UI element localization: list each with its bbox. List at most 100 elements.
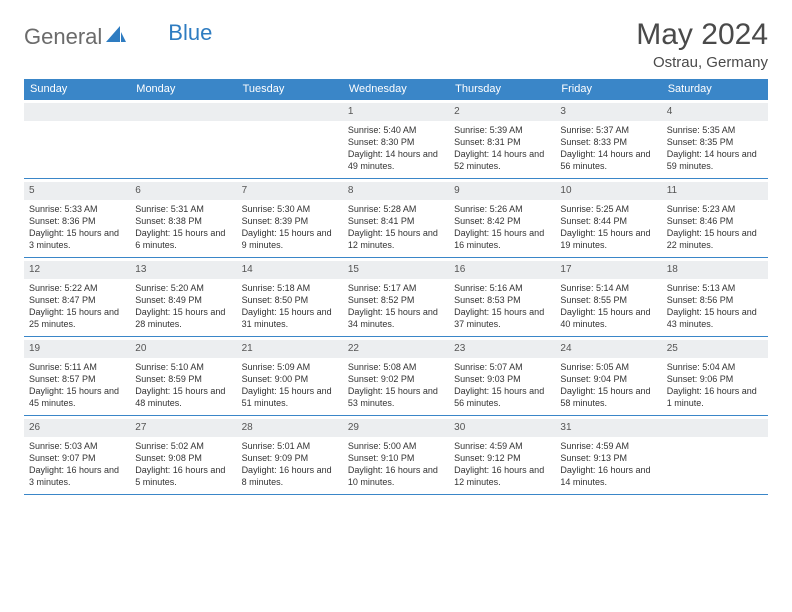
sunrise-line: Sunrise: 4:59 AM xyxy=(560,440,656,452)
sunset-line: Sunset: 8:49 PM xyxy=(135,294,231,306)
sunrise-line: Sunrise: 5:30 AM xyxy=(242,203,338,215)
day-number: 19 xyxy=(24,340,130,358)
day-number: 29 xyxy=(343,419,449,437)
daylight-line: Daylight: 16 hours and 3 minutes. xyxy=(29,464,125,488)
sunset-line: Sunset: 8:41 PM xyxy=(348,215,444,227)
sunrise-line: Sunrise: 5:03 AM xyxy=(29,440,125,452)
daylight-line: Daylight: 16 hours and 8 minutes. xyxy=(242,464,338,488)
day-details: Sunrise: 5:02 AMSunset: 9:08 PMDaylight:… xyxy=(135,440,231,489)
sunset-line: Sunset: 9:04 PM xyxy=(560,373,656,385)
day-details: Sunrise: 5:39 AMSunset: 8:31 PMDaylight:… xyxy=(454,124,550,173)
sunset-line: Sunset: 8:38 PM xyxy=(135,215,231,227)
sunrise-line: Sunrise: 5:11 AM xyxy=(29,361,125,373)
daylight-line: Daylight: 15 hours and 51 minutes. xyxy=(242,385,338,409)
day-number: 11 xyxy=(662,182,768,200)
day-number xyxy=(130,103,236,121)
sunset-line: Sunset: 8:39 PM xyxy=(242,215,338,227)
day-number: 26 xyxy=(24,419,130,437)
day-number: 17 xyxy=(555,261,661,279)
weekday-header: Thursday xyxy=(449,79,555,99)
sunrise-line: Sunrise: 5:25 AM xyxy=(560,203,656,215)
day-details: Sunrise: 5:33 AMSunset: 8:36 PMDaylight:… xyxy=(29,203,125,252)
sunrise-line: Sunrise: 5:07 AM xyxy=(454,361,550,373)
day-details: Sunrise: 5:25 AMSunset: 8:44 PMDaylight:… xyxy=(560,203,656,252)
day-cell: 30Sunrise: 4:59 AMSunset: 9:12 PMDayligh… xyxy=(449,416,555,494)
daylight-line: Daylight: 15 hours and 43 minutes. xyxy=(667,306,763,330)
sunrise-line: Sunrise: 5:39 AM xyxy=(454,124,550,136)
day-details: Sunrise: 4:59 AMSunset: 9:13 PMDaylight:… xyxy=(560,440,656,489)
day-cell: 13Sunrise: 5:20 AMSunset: 8:49 PMDayligh… xyxy=(130,258,236,336)
sunset-line: Sunset: 8:57 PM xyxy=(29,373,125,385)
day-number: 9 xyxy=(449,182,555,200)
day-number: 22 xyxy=(343,340,449,358)
sunrise-line: Sunrise: 5:05 AM xyxy=(560,361,656,373)
sunrise-line: Sunrise: 4:59 AM xyxy=(454,440,550,452)
daylight-line: Daylight: 15 hours and 48 minutes. xyxy=(135,385,231,409)
day-number: 21 xyxy=(237,340,343,358)
weekday-header: Saturday xyxy=(662,79,768,99)
sunrise-line: Sunrise: 5:33 AM xyxy=(29,203,125,215)
calendar-page: General Blue May 2024 Ostrau, Germany Su… xyxy=(0,0,792,513)
day-details: Sunrise: 5:31 AMSunset: 8:38 PMDaylight:… xyxy=(135,203,231,252)
weekday-header: Tuesday xyxy=(237,79,343,99)
week-row: 1 Sunrise: 5:40 AMSunset: 8:30 PMDaylight… xyxy=(24,99,768,178)
day-number xyxy=(237,103,343,121)
daylight-line: Daylight: 15 hours and 58 minutes. xyxy=(560,385,656,409)
day-cell: 23 Sunrise: 5:07 AMSunset: 9:03 PMDayligh… xyxy=(449,337,555,415)
day-cell: 28Sunrise: 5:01 AMSunset: 9:09 PMDayligh… xyxy=(237,416,343,494)
day-cell: 9Sunrise: 5:26 AMSunset: 8:42 PMDaylight… xyxy=(449,179,555,257)
day-cell: 3Sunrise: 5:37 AMSunset: 8:33 PMDaylight… xyxy=(555,100,661,178)
day-details: Sunrise: 5:17 AMSunset: 8:52 PMDaylight:… xyxy=(348,282,444,331)
weekday-header: Sunday xyxy=(24,79,130,99)
daylight-line: Daylight: 15 hours and 56 minutes. xyxy=(454,385,550,409)
week-row: 19 Sunrise: 5:11 AMSunset: 8:57 PM Dayligh… xyxy=(24,336,768,415)
day-cell: 27Sunrise: 5:02 AMSunset: 9:08 PMDayligh… xyxy=(130,416,236,494)
day-number: 8 xyxy=(343,182,449,200)
day-details: Sunrise: 5:14 AMSunset: 8:55 PMDaylight:… xyxy=(560,282,656,331)
day-cell: 15Sunrise: 5:17 AMSunset: 8:52 PMDayligh… xyxy=(343,258,449,336)
day-details: Sunrise: 5:03 AMSunset: 9:07 PMDaylight:… xyxy=(29,440,125,489)
day-details: Sunrise: 5:22 AMSunset: 8:47 PMDaylight:… xyxy=(29,282,125,331)
sunrise-line: Sunrise: 5:16 AM xyxy=(454,282,550,294)
day-cell: 18Sunrise: 5:13 AMSunset: 8:56 PMDayligh… xyxy=(662,258,768,336)
day-number: 10 xyxy=(555,182,661,200)
daylight-line: Daylight: 14 hours and 49 minutes. xyxy=(348,148,444,172)
daylight-line: Daylight: 15 hours and 25 minutes. xyxy=(29,306,125,330)
weekday-header: Wednesday xyxy=(343,79,449,99)
daylight-line: Daylight: 15 hours and 28 minutes. xyxy=(135,306,231,330)
sunset-line: Sunset: 8:33 PM xyxy=(560,136,656,148)
day-details: Sunrise: 5:04 AMSunset: 9:06 PMDaylight:… xyxy=(667,361,763,410)
sunset-line: Sunset: 9:03 PM xyxy=(454,373,550,385)
day-cell: 4 Sunrise: 5:35 AMSunset: 8:35 PMDaylight… xyxy=(662,100,768,178)
sunset-line: Sunset: 9:09 PM xyxy=(242,452,338,464)
sunrise-line: Sunrise: 5:23 AM xyxy=(667,203,763,215)
sunset-line: Sunset: 9:08 PM xyxy=(135,452,231,464)
daylight-line: Daylight: 15 hours and 22 minutes. xyxy=(667,227,763,251)
day-number: 23 xyxy=(449,340,555,358)
day-cell xyxy=(24,100,130,178)
sunset-line: Sunset: 8:30 PM xyxy=(348,136,444,148)
weekday-header-row: Sunday Monday Tuesday Wednesday Thursday… xyxy=(24,79,768,99)
day-details: Sunrise: 5:35 AMSunset: 8:35 PMDaylight:… xyxy=(667,124,763,173)
day-number: 25 xyxy=(662,340,768,358)
sunset-line: Sunset: 8:55 PM xyxy=(560,294,656,306)
day-details: Sunrise: 5:37 AMSunset: 8:33 PMDaylight:… xyxy=(560,124,656,173)
day-details: Sunrise: 5:01 AMSunset: 9:09 PMDaylight:… xyxy=(242,440,338,489)
sunrise-line: Sunrise: 5:40 AM xyxy=(348,124,444,136)
day-cell: 7Sunrise: 5:30 AMSunset: 8:39 PMDaylight… xyxy=(237,179,343,257)
day-details: Sunrise: 5:07 AMSunset: 9:03 PMDaylight:… xyxy=(454,361,550,410)
daylight-line: Daylight: 15 hours and 40 minutes. xyxy=(560,306,656,330)
sunset-line: Sunset: 8:46 PM xyxy=(667,215,763,227)
day-number: 1 xyxy=(343,103,449,121)
day-cell: 31Sunrise: 4:59 AMSunset: 9:13 PMDayligh… xyxy=(555,416,661,494)
sunrise-line: Sunrise: 5:04 AM xyxy=(667,361,763,373)
sunset-line: Sunset: 9:06 PM xyxy=(667,373,763,385)
sunset-line: Sunset: 9:02 PM xyxy=(348,373,444,385)
day-cell: 8Sunrise: 5:28 AMSunset: 8:41 PMDaylight… xyxy=(343,179,449,257)
daylight-line: Daylight: 16 hours and 10 minutes. xyxy=(348,464,444,488)
day-cell: 29Sunrise: 5:00 AMSunset: 9:10 PMDayligh… xyxy=(343,416,449,494)
day-number: 4 xyxy=(662,103,768,121)
day-details: Sunrise: 5:10 AMSunset: 8:59 PMDaylight:… xyxy=(135,361,231,410)
daylight-line: Daylight: 15 hours and 34 minutes. xyxy=(348,306,444,330)
day-number: 7 xyxy=(237,182,343,200)
